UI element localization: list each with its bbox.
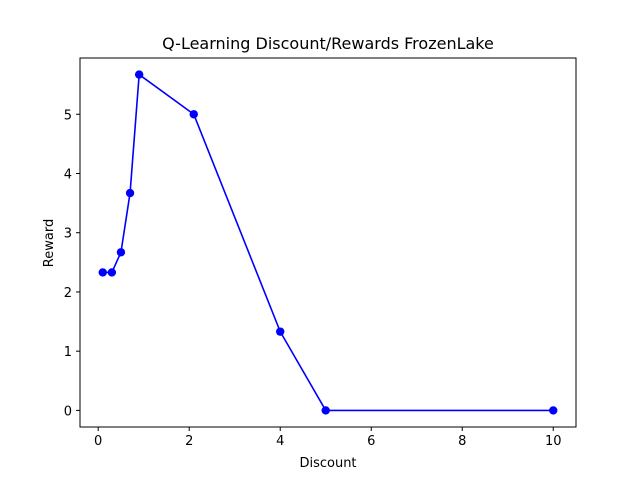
data-point	[276, 327, 285, 336]
y-tick-label: 1	[64, 345, 72, 360]
data-point	[98, 268, 107, 277]
x-axis-label: Discount	[299, 456, 356, 471]
data-point	[134, 70, 144, 79]
y-axis-label: Reward	[42, 219, 57, 267]
axes: 0 2 4 6 8 10 0 1 2 3 4 5	[64, 57, 577, 449]
y-tick-label: 3	[64, 227, 72, 242]
x-tick-label: 2	[185, 434, 193, 449]
data-point	[116, 248, 126, 257]
y-tick-label: 4	[64, 167, 72, 182]
data-point	[125, 188, 135, 198]
x-tick-label: 6	[367, 434, 375, 449]
y-tick-label: 2	[64, 286, 72, 301]
x-tick-label: 0	[94, 434, 102, 449]
chart-title: Q-Learning Discount/Rewards FrozenLake	[162, 34, 494, 53]
data-point	[189, 110, 198, 119]
y-tick-label: 5	[64, 108, 72, 123]
data-point	[321, 406, 330, 415]
plot-area	[98, 70, 558, 415]
x-tick-label: 4	[276, 434, 284, 449]
data-point	[107, 268, 117, 277]
y-tick-label: 0	[64, 404, 72, 419]
x-tick-label: 10	[545, 434, 562, 449]
data-point	[549, 406, 558, 415]
axes-frame	[79, 57, 577, 428]
x-tick-label: 8	[458, 434, 466, 449]
